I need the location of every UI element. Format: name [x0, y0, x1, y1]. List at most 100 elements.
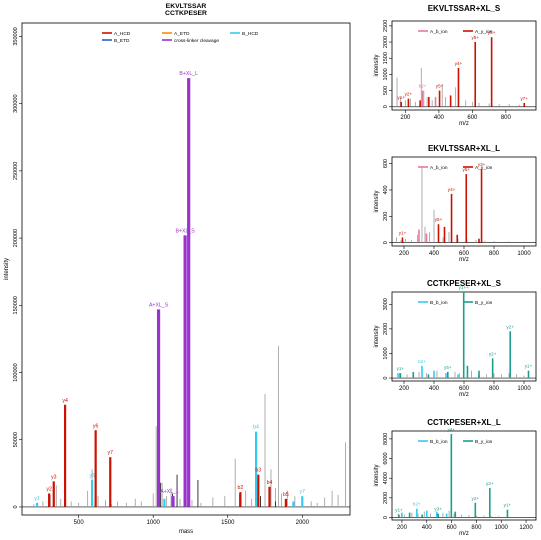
peak-label: y7	[108, 450, 114, 456]
peak-label: y7+	[521, 96, 529, 101]
x-tick-label: 1500	[221, 520, 235, 526]
legend-label: B_y_ion	[475, 439, 493, 445]
y-tick-label: 0	[13, 505, 19, 508]
chart-title: CCTKPESER+XL_S	[427, 279, 502, 288]
y-tick-label: 200	[383, 212, 389, 221]
y-tick-label: 150000	[13, 296, 19, 314]
chart-title-line: CCTKPESER	[165, 10, 207, 17]
x-tick-label: 1000	[517, 251, 531, 257]
peak-label: b2+	[413, 502, 421, 507]
legend-label: B_b_ion	[430, 300, 448, 306]
peak-label: y5+	[462, 167, 470, 172]
y-tick-label: 200000	[13, 229, 19, 247]
x-tick-label: 600	[467, 115, 478, 121]
y-tick-label: 0	[383, 241, 389, 244]
chart-title: EKVLTSSAR+XL_S	[428, 4, 501, 13]
legend-label: A_y_ion	[475, 29, 493, 35]
y-tick-label: 2500	[383, 20, 389, 32]
peak-label: y5+	[471, 35, 479, 40]
peak-label: y6	[93, 423, 99, 429]
x-tick-label: 1200	[519, 525, 533, 531]
y-tick-label: 600	[383, 159, 389, 168]
y-tick-label: 4000	[383, 472, 389, 484]
y-tick-label: 2000	[383, 323, 389, 335]
x-tick-label: 200	[399, 251, 410, 257]
x-tick-label: 1000	[495, 525, 509, 531]
legend-label: A_y_ion	[475, 165, 493, 171]
peak-label: y2+	[472, 496, 480, 501]
x-tick-label: 200	[400, 115, 411, 121]
x-axis-label: mass	[179, 529, 193, 535]
peak-label: b2+	[418, 359, 426, 364]
y-tick-label: 1000	[383, 347, 389, 359]
peak-label: y4	[62, 398, 68, 404]
y-tick-label: 0	[383, 105, 389, 108]
peak-label: b2+	[419, 84, 427, 89]
y-tick-label: 1000	[383, 68, 389, 80]
peak-label: b4	[267, 480, 273, 486]
x-tick-label: 400	[434, 115, 445, 121]
x-tick-label: 800	[501, 115, 512, 121]
chart-title: EKVLTSSAR+XL_L	[428, 144, 500, 153]
legend-label: A_HCD	[114, 31, 131, 37]
x-tick-label: 200	[397, 525, 408, 531]
y-tick-label: 2000	[383, 492, 389, 504]
legend-label: A_b_ion	[430, 29, 448, 35]
legend-label: B_HCD	[242, 31, 259, 37]
peak-label: b3	[255, 468, 261, 474]
peak-label: y2+	[489, 351, 497, 356]
plot-frame	[21, 22, 351, 516]
y-tick-label: 400	[383, 185, 389, 194]
chart-title-line: EKVLTSSAR	[166, 3, 207, 10]
peak-label: y1+	[525, 364, 533, 369]
chart-p4: CCTKPESER+XL_L 200 400 600 800 1000 1200 0 2000 4…	[374, 418, 537, 537]
x-tick-label: 400	[429, 386, 440, 392]
peak-label: y5+	[436, 84, 444, 89]
peak-label: y2+	[486, 481, 494, 486]
peak-label: y3+	[434, 507, 442, 512]
x-tick-label: 800	[471, 525, 482, 531]
peak-label: y3	[51, 474, 57, 480]
x-axis-label: m/z	[459, 257, 469, 263]
peak-label: y3+	[488, 30, 496, 35]
peak-label: y1+	[397, 366, 405, 371]
peak-label: B+XL_L	[179, 71, 198, 77]
peak-label: y4+	[448, 427, 456, 432]
y-tick-label: 300000	[13, 94, 19, 112]
y-tick-label: 2000	[383, 36, 389, 48]
x-tick-label: 2000	[296, 520, 310, 526]
chart-p2: EKVLTSSAR+XL_L 200 400 600 800 1000 0 200 400 600…	[374, 144, 537, 263]
peak-label: y3+	[478, 162, 486, 167]
y-tick-label: 8000	[383, 433, 389, 445]
peak-label: y2	[46, 486, 52, 492]
legend-label: B_b_ion	[430, 439, 448, 445]
peak-label: y5+	[435, 217, 443, 222]
peak-label: y1+	[395, 508, 403, 513]
chart-p1: EKVLTSSAR+XL_S 200 400 600 800 0 500 1000 1500 20…	[374, 4, 537, 127]
peak-label: y4+	[455, 61, 463, 66]
y-tick-label: 350000	[13, 27, 19, 45]
peak-label: y5+	[444, 365, 452, 370]
y-tick-label: 50000	[13, 432, 19, 447]
peak-label: y2+	[405, 92, 413, 97]
y-axis-label: intensity	[374, 464, 380, 486]
chart-title: CCTKPESER+XL_L	[427, 418, 501, 427]
y-axis-label: intensity	[4, 258, 10, 280]
peak-label: y1+	[504, 503, 512, 508]
y-tick-label: 6000	[383, 452, 389, 464]
y-axis-label: intensity	[374, 325, 380, 347]
legend-label: A_b_ion	[430, 165, 448, 171]
x-tick-label: 1000	[147, 520, 161, 526]
peak-label: b4	[253, 425, 259, 431]
peak-label: y1+	[397, 95, 405, 100]
chart-p3: CCTKPESER+XL_S 200 400 600 800 1000 0 1000 2000 3…	[374, 279, 537, 398]
x-tick-label: 400	[422, 525, 433, 531]
y-axis-label: intensity	[374, 54, 380, 76]
legend-label: cross-linker cleavage	[174, 38, 219, 44]
x-tick-label: 800	[489, 386, 500, 392]
x-tick-label: 600	[447, 525, 458, 531]
x-axis-label: m/z	[459, 531, 469, 537]
x-axis-label: m/z	[459, 121, 469, 127]
legend-label: B_ETD	[114, 38, 130, 44]
